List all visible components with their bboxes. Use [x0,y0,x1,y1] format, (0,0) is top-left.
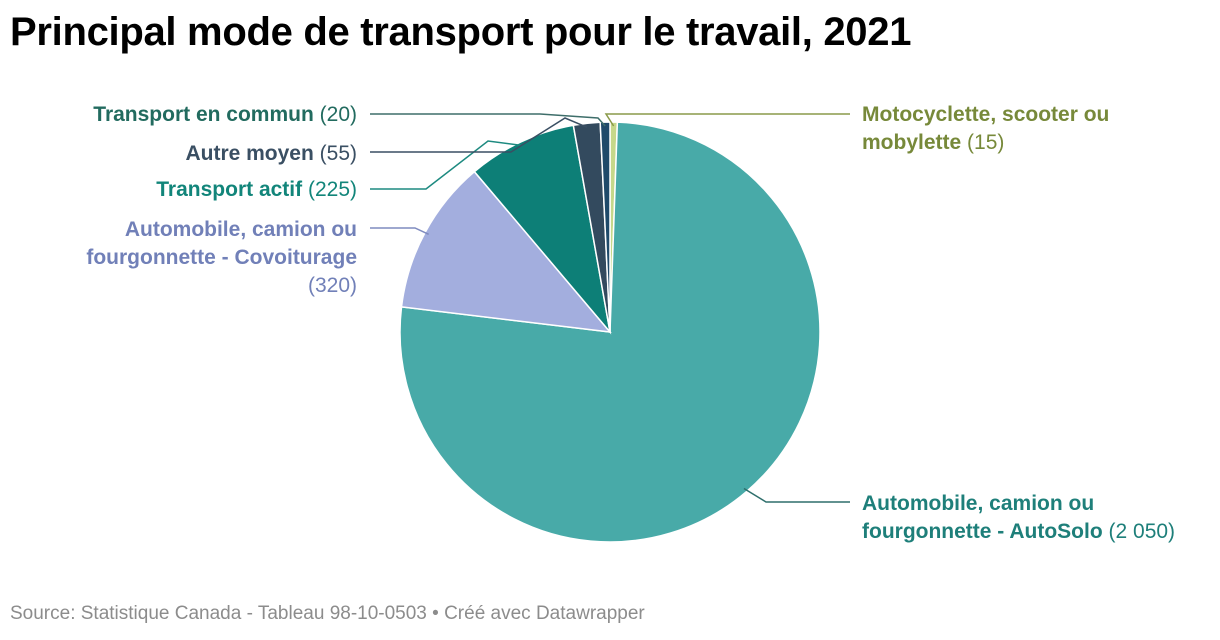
pie-slice-transport-actif [473,124,612,335]
slice-value-transport-actif: (225) [302,178,357,201]
slice-label-automobile-camion-ou-fourgonnette-autosolo: Automobile, camion ou fourgonnette - Auto… [862,492,1175,543]
slice-label-motocyclette-scooter-ou-mobylette: Motocyclette, scooter ou mobylette (15) [862,103,1109,154]
pie-slice-transport-en-commun [599,121,611,333]
slice-value-automobile-camion-ou-fourgonnette-autosolo: (2 050) [1103,520,1175,543]
slice-value-motocyclette-scooter-ou-mobylette: (15) [961,131,1004,154]
leader-line-automobile-camion-ou-fourgonnette-covoiturage [370,227,429,235]
slice-label-autre-moyen: Autre moyen (55) [185,142,357,165]
slice-value-autre-moyen: (55) [314,142,357,165]
leader-line-motocyclette-scooter-ou-mobylette [604,113,850,127]
source-note: Source: Statistique Canada - Tableau 98-… [10,603,645,624]
slice-value-automobile-camion-ou-fourgonnette-covoiturage: (320) [308,274,357,297]
slice-label-automobile-camion-ou-fourgonnette-covoiturage: Automobile, camion ou fourgonnette - Covo… [86,218,357,297]
leader-line-automobile-camion-ou-fourgonnette-autosolo [743,487,850,503]
slice-value-transport-en-commun: (20) [314,103,357,126]
pie-chart: Motocyclette, scooter ou mobylette (15) Au… [86,103,1175,543]
chart-title: Principal mode de transport pour le trav… [10,10,912,54]
leader-line-transport-actif [370,140,523,190]
leader-line-autre-moyen [370,117,588,153]
leader-line-transport-en-commun [370,113,606,127]
slice-label-transport-en-commun: Transport en commun (20) [93,103,357,126]
slice-label-transport-actif: Transport actif (225) [156,178,357,201]
